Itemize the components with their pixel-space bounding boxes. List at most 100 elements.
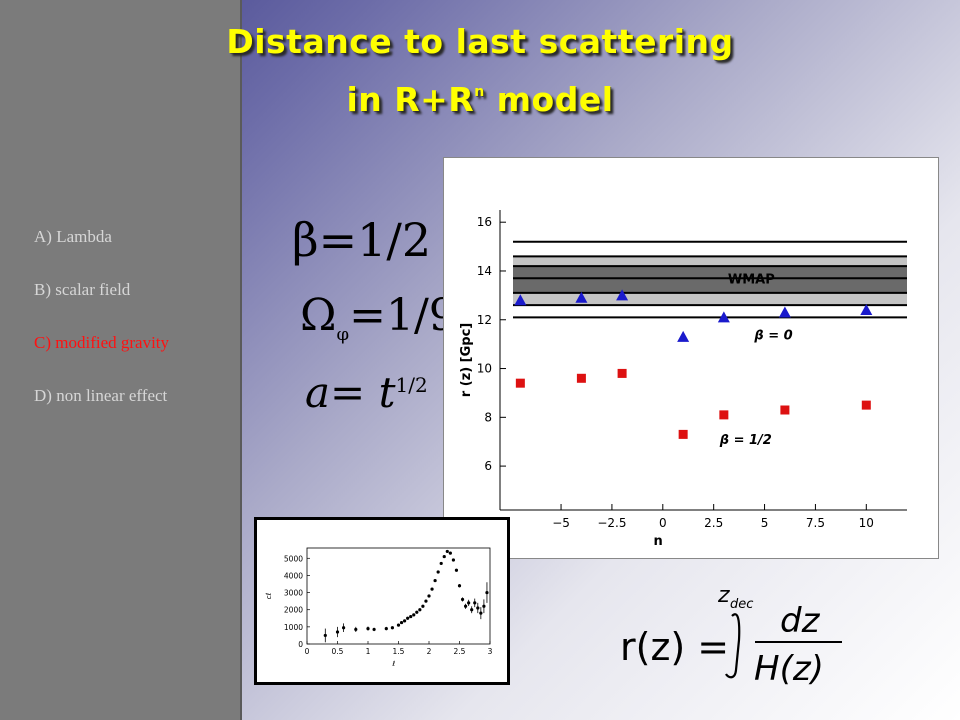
beta-0-point (575, 291, 588, 303)
inset-data-point (430, 587, 434, 591)
x-tick-label: 10 (859, 516, 874, 530)
inset-y-tick-label: 1000 (284, 623, 303, 632)
inset-data-point (409, 614, 413, 619)
sidebar-item-lambda[interactable]: A) Lambda (34, 227, 112, 246)
inset-data-point (399, 620, 404, 625)
inset-data-point (476, 606, 480, 610)
inset-data-point (460, 597, 465, 602)
inset-data-point (433, 578, 437, 583)
inset-data-point (406, 616, 410, 620)
y-tick-label: 6 (484, 459, 492, 473)
inset-x-tick-label: 2.5 (454, 647, 466, 656)
x-tick-label: −5 (552, 516, 570, 530)
inset-data-point (436, 570, 440, 574)
inset-y-axis-label: cℓ (265, 593, 273, 600)
beta-0-point (778, 306, 791, 318)
inset-frame (306, 547, 491, 645)
beta-half-point (861, 400, 871, 410)
inset-x-tick-label: 1.5 (393, 647, 405, 656)
inset-x-tick-label: 0.5 (332, 647, 344, 656)
svg-text:r(z) =: r(z) = (620, 625, 729, 669)
inset-data-point (354, 627, 358, 632)
y-tick-label: 14 (477, 264, 492, 278)
inset-data-point (442, 554, 446, 559)
x-tick-label: 5 (761, 516, 769, 530)
integral-sign (725, 613, 741, 679)
inset-data-point (390, 626, 394, 630)
inset-data-point (396, 623, 401, 627)
inset-data-point (445, 549, 449, 554)
beta-equation: β=1/2 (292, 213, 432, 267)
wmap-inner-band (513, 266, 907, 293)
x-axis-label: n (654, 534, 663, 549)
svg-text:dz: dz (780, 601, 821, 641)
beta-0-point (677, 330, 690, 342)
beta-0-series-label: β = 0 (753, 328, 792, 343)
scale-factor-equation: a= t1/2 (305, 368, 428, 417)
inset-data-point (485, 590, 489, 595)
beta-0-point (514, 294, 527, 306)
slide-title-line-1: Distance to last scattering (226, 22, 734, 61)
x-tick-label: 0 (659, 516, 667, 530)
beta-half-point (617, 368, 627, 378)
inset-data-point (323, 633, 327, 638)
beta-0-point (860, 304, 873, 315)
inset-data-point (457, 584, 462, 588)
inset-data-point (384, 626, 388, 631)
inset-data-point (470, 608, 474, 612)
inset-data-point (403, 619, 407, 623)
inset-data-point (448, 551, 452, 555)
slide-title-line-2: in R+Rn model (346, 80, 614, 119)
inset-x-tick-label: 2 (427, 647, 432, 656)
wmap-band-label: WMAP (728, 272, 775, 287)
beta-half-point (780, 405, 790, 415)
inset-data-point (464, 604, 468, 608)
beta-half-series-label: β = 1/2 (719, 433, 772, 448)
beta-half-point (719, 410, 729, 420)
beta-half-point (515, 378, 525, 388)
inset-data-point (415, 610, 419, 614)
inset-data-point (342, 626, 346, 630)
inset-data-point (479, 611, 483, 615)
sidebar-item-scalar-field[interactable]: B) scalar field (34, 280, 131, 299)
inset-data-point (424, 599, 428, 603)
y-tick-label: 8 (484, 410, 492, 424)
omega-equation: Ωφ=1/9 (300, 290, 457, 345)
inset-data-point (427, 594, 431, 598)
beta-half-point (678, 429, 688, 439)
y-tick-label: 10 (477, 362, 492, 376)
inset-data-point (421, 604, 425, 608)
power-spectrum-chart: 0 1000 2000 3000 4000 5000 0 0.5 1 1.5 2 2.5 3 ℓ cℓ (265, 547, 493, 668)
power-spectrum-inset-panel: 0 1000 2000 3000 4000 5000 0 0.5 1 1.5 2 2.5 3 ℓ cℓ (254, 517, 510, 685)
inset-y-tick-label: 5000 (284, 554, 303, 563)
distance-chart: WMAP 6 8 10 12 14 16 −5 −2.5 0 2.5 5 7.5 10 n r (z) [Gp… (459, 210, 907, 549)
inset-data-point (473, 601, 477, 605)
inset-data-point (418, 608, 422, 612)
inset-data-point (467, 601, 471, 605)
inset-data-point (335, 630, 340, 634)
inset-data-point (439, 561, 443, 566)
y-axis-label: r (z) [Gpc] (459, 323, 474, 397)
distance-chart-panel: WMAP 6 8 10 12 14 16 −5 −2.5 0 2.5 5 7.5 10 n r (z) [Gp… (443, 157, 939, 559)
y-tick-label: 12 (477, 313, 492, 327)
svg-text:dec: dec (730, 597, 753, 612)
inset-y-tick-label: 4000 (284, 571, 303, 580)
beta-0-point (717, 311, 730, 323)
inset-data-point (372, 627, 376, 632)
inset-data-point (366, 626, 370, 631)
inset-x-tick-label: 0 (305, 647, 310, 656)
inset-data-point (451, 558, 455, 562)
sidebar-item-non-linear-effect[interactable]: D) non linear effect (34, 386, 168, 405)
inset-data-point (412, 613, 416, 617)
distance-integral-equation: r(z) = z dec dz H(z) (620, 583, 842, 689)
inset-y-tick-label: 3000 (284, 589, 303, 598)
inset-y-tick-label: 2000 (284, 606, 303, 615)
x-tick-label: 2.5 (704, 516, 723, 530)
inset-data-point (482, 604, 486, 608)
y-tick-label: 16 (477, 215, 492, 229)
x-tick-label: −2.5 (597, 516, 626, 530)
sidebar-item-modified-gravity[interactable]: C) modified gravity (34, 333, 170, 352)
beta-0-point (616, 289, 629, 301)
inset-y-tick-label: 0 (298, 640, 303, 649)
inset-x-axis-label: ℓ (391, 660, 395, 668)
